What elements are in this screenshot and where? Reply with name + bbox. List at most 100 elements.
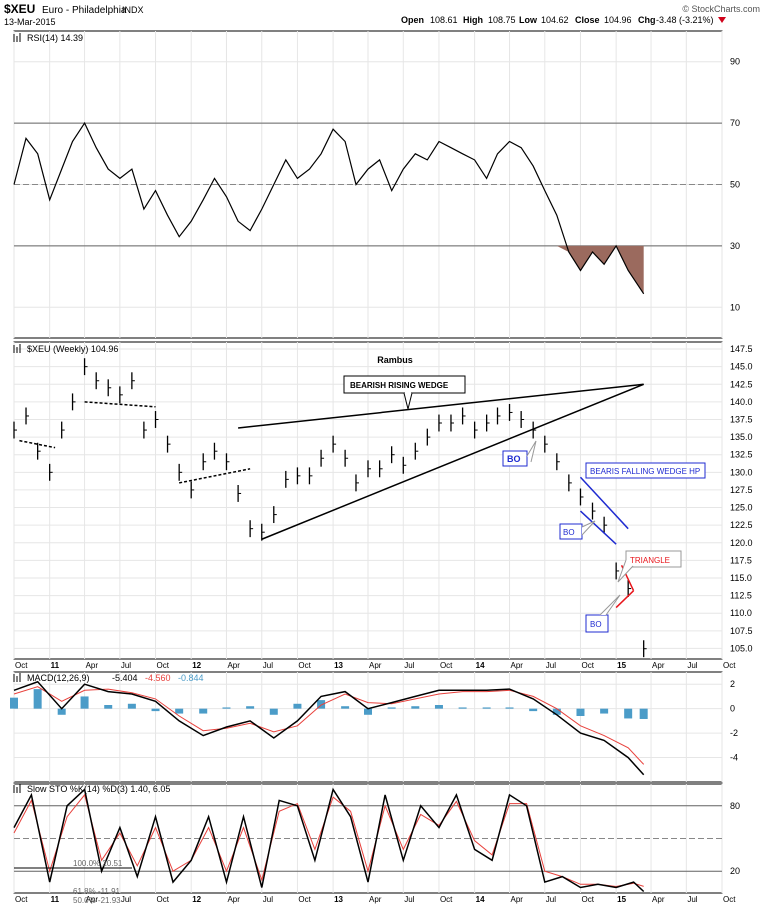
x-tick-label: 15 <box>617 895 626 904</box>
macd-line <box>13 680 645 776</box>
x-tick-label: 12 <box>192 661 201 670</box>
x-tick-label: 15 <box>617 661 626 670</box>
x-tick-label: 14 <box>476 895 485 904</box>
triangle-lower-line <box>615 590 635 609</box>
macd-legend-value: -5.404 <box>112 673 138 683</box>
x-tick-label: Jul <box>263 895 273 904</box>
macd-histogram-bar <box>552 708 561 715</box>
y-tick-label: 145.0 <box>730 362 753 372</box>
open-label: Open <box>401 15 424 25</box>
y-tick-label: 2 <box>730 679 735 689</box>
y-tick-label: -4 <box>730 753 738 763</box>
x-tick-label: 13 <box>334 661 343 670</box>
macd-histogram-bar <box>151 708 160 712</box>
falling-wedge-callout: BEARIS FALLING WEDGE HP <box>585 462 706 479</box>
x-tick-label: 12 <box>192 895 201 904</box>
wedge-upper-trendline <box>238 383 644 429</box>
macd-histogram-bar <box>293 703 302 709</box>
x-tick-label: Oct <box>157 895 170 904</box>
y-tick-label: 132.5 <box>730 450 753 460</box>
fib-label-618: 61.8% -11.91 <box>73 887 121 896</box>
price-panel: 147.5 145.0 142.5 140.0 137.5 135.0 132.5 130.0… <box>13 341 753 670</box>
rsi-line <box>13 121 645 295</box>
down-arrow-icon <box>718 17 726 23</box>
high-value: 108.75 <box>488 15 516 25</box>
y-tick-label: 140.0 <box>730 397 753 407</box>
x-tick-label: Apr <box>652 895 665 904</box>
macd-histogram-bar <box>246 706 255 709</box>
y-tick-label: 127.5 <box>730 485 753 495</box>
y-tick-label: 105.0 <box>730 643 753 653</box>
macd-histogram-bar <box>127 703 136 709</box>
close-value: 104.96 <box>604 15 632 25</box>
macd-histogram-bar <box>387 707 396 709</box>
x-tick-label: Jul <box>121 895 131 904</box>
change-label: Chg <box>638 15 656 25</box>
y-tick-label: 30 <box>730 241 740 251</box>
macd-histogram-bar <box>175 708 184 714</box>
x-tick-label: Oct <box>298 661 311 670</box>
stochastic-k-line <box>13 787 645 893</box>
y-tick-label: 112.5 <box>730 591 752 601</box>
x-tick-label: Oct <box>15 661 28 670</box>
x-tick-label: Jul <box>263 661 273 670</box>
stochastic-legend: Slow STO %K(14) %D(3) 1.40, 6.05 <box>27 784 170 794</box>
rsi-legend: RSI(14) 14.39 <box>27 33 83 43</box>
rising-wedge-label: BEARISH RISING WEDGE <box>350 381 449 390</box>
y-tick-label: 50 <box>730 180 740 190</box>
macd-histogram-bar <box>482 707 491 709</box>
triangle-callout: TRIANGLE <box>617 550 682 583</box>
instrument-name: Euro - Philadelphia <box>42 5 127 16</box>
bars-icon <box>13 673 21 682</box>
y-tick-label: 110.0 <box>730 608 752 618</box>
wedge-lower-trendline <box>261 383 644 540</box>
x-tick-label: Oct <box>581 661 594 670</box>
x-tick-label: Apr <box>652 661 665 670</box>
x-tick-label: 14 <box>476 661 485 670</box>
macd-histogram-bar <box>57 708 66 715</box>
macd-histogram-bar <box>600 708 609 714</box>
x-tick-label: Jul <box>687 895 697 904</box>
breakout-label: BO <box>507 454 521 464</box>
y-tick-label: 135.0 <box>730 432 753 442</box>
macd-histogram-bar <box>411 706 420 709</box>
rsi-oversold-fill <box>14 245 644 294</box>
macd-histogram-bar <box>199 708 208 714</box>
macd-signal-value: -4.560 <box>145 673 171 683</box>
x-tick-label: Apr <box>511 661 524 670</box>
consolidation-line <box>84 401 156 408</box>
y-tick-label: 90 <box>730 57 740 67</box>
y-tick-label: 70 <box>730 118 740 128</box>
x-tick-label: 13 <box>334 895 343 904</box>
fib-label-100: 100.0% 20.51 <box>73 859 123 868</box>
low-value: 104.62 <box>541 15 569 25</box>
macd-legend-name: MACD(12,26,9) <box>27 673 90 683</box>
x-tick-label: Apr <box>227 661 240 670</box>
x-tick-label: Jul <box>121 661 131 670</box>
consolidation-line <box>19 439 56 449</box>
macd-histogram-bar <box>10 697 18 709</box>
falling-wedge-upper-line <box>579 476 629 530</box>
y-tick-label: 107.5 <box>730 626 753 636</box>
macd-signal-line <box>13 686 645 765</box>
x-tick-label: Jul <box>404 661 414 670</box>
falling-wedge-lower-line <box>579 510 617 545</box>
high-label: High <box>463 15 483 25</box>
x-tick-label: 11 <box>51 661 60 670</box>
open-value: 108.61 <box>430 15 458 25</box>
macd-histogram-bar <box>341 706 350 709</box>
macd-hist-value: -0.844 <box>178 673 204 683</box>
x-tick-label: Oct <box>440 661 453 670</box>
watermark: © StockCharts.com <box>682 4 760 14</box>
x-tick-label: Apr <box>369 661 382 670</box>
bars-icon <box>13 33 21 42</box>
y-tick-label: -2 <box>730 728 738 738</box>
x-tick-label: Apr <box>86 661 99 670</box>
triangle-label: TRIANGLE <box>630 556 670 565</box>
x-tick-label: Apr <box>511 895 524 904</box>
rsi-panel: 90 70 50 30 10 <box>13 30 740 339</box>
y-tick-label: 80 <box>730 801 740 811</box>
y-tick-label: 0 <box>730 704 735 714</box>
macd-histogram-bar <box>505 707 514 709</box>
